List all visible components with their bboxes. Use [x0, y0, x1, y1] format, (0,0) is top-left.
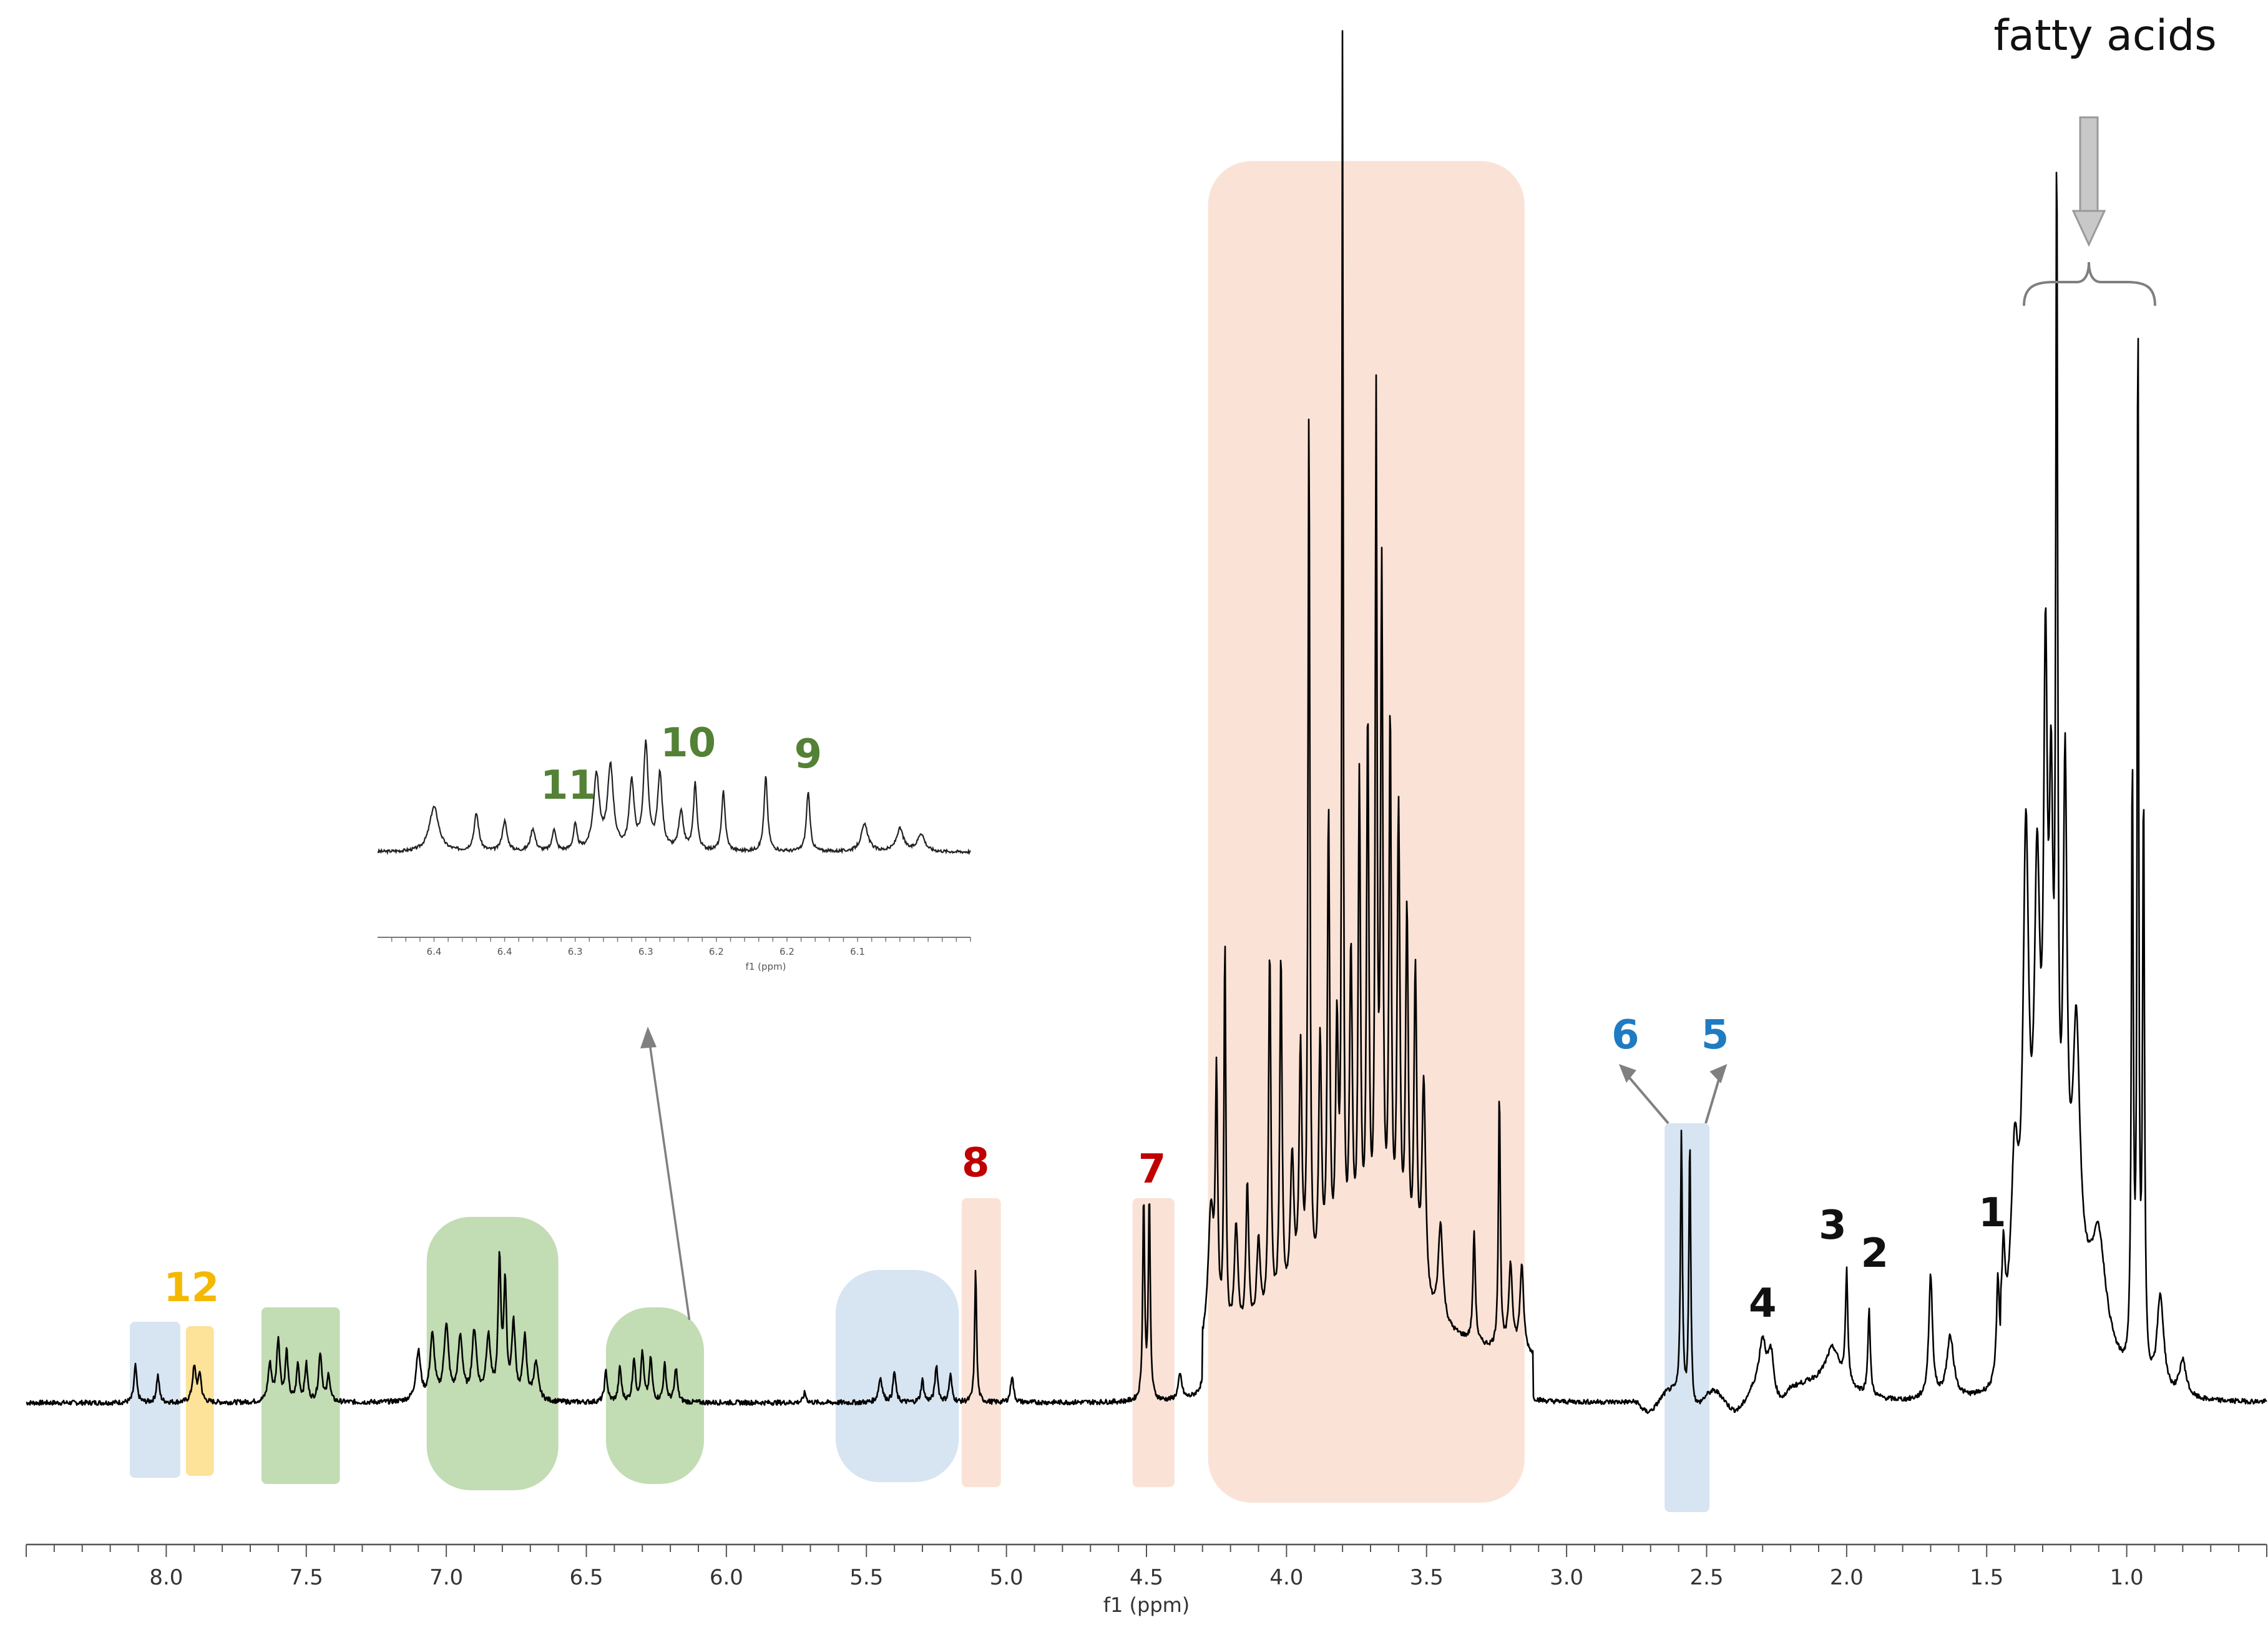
arrow-to-5	[1704, 1074, 1722, 1124]
inset-spectrum-line	[377, 739, 971, 856]
x-tick-label: 4.0	[1269, 1565, 1303, 1590]
shaded-region-0	[130, 1322, 180, 1478]
x-tick-label: 5.0	[990, 1565, 1024, 1590]
shaded-region-2	[261, 1307, 340, 1484]
peak-label-2: 2	[1860, 1231, 1889, 1277]
peak-label-7: 7	[1138, 1146, 1166, 1193]
x-tick-label: 6.0	[710, 1565, 743, 1590]
inset-tick-label: 6.3	[638, 946, 653, 957]
arrowhead-5	[1709, 1064, 1728, 1083]
shaded-region-7	[1132, 1198, 1175, 1487]
peak-label-5: 5	[1701, 1012, 1729, 1058]
inset-peak-label-10: 10	[660, 720, 716, 766]
x-tick-label: 1.5	[1970, 1565, 2003, 1590]
x-tick-label: 2.5	[1689, 1565, 1723, 1590]
x-tick-label: 1.0	[2110, 1565, 2144, 1590]
inset-spectrum: 6.4 6.4 6.3 6.3 6.2 6.2 6.1 f1 (ppm) 11 10 9	[377, 720, 971, 972]
fatty-acids-arrow-shaft	[2079, 116, 2099, 212]
inset-tick-label: 6.2	[709, 946, 724, 957]
shaded-region-3	[426, 1217, 559, 1490]
peak-label-1: 1	[1978, 1190, 2006, 1236]
x-tick-label: 2.0	[1830, 1565, 1864, 1590]
x-axis: 8.0 7.5 7.0 6.5 6.0 5.5 5.0 4.5 4.0 3.5 3.0 2.5 2.0 1…	[26, 1543, 2267, 1617]
fatty-acids-brace	[2023, 261, 2156, 306]
spectrum-line	[26, 30, 2267, 1414]
x-tick-label: 7.0	[429, 1565, 463, 1590]
inset-peak-label-11: 11	[540, 763, 596, 809]
arrowhead-inset	[640, 1027, 657, 1048]
inset-tick-label: 6.4	[427, 946, 442, 957]
x-tick-label: 7.5	[290, 1565, 323, 1590]
arrow-to-6	[1625, 1072, 1669, 1125]
inset-tick-label: 6.1	[850, 946, 865, 957]
x-tick-label: 3.5	[1410, 1565, 1444, 1590]
inset-tick-label: 6.4	[497, 946, 512, 957]
arrowhead-6	[1618, 1064, 1636, 1083]
inset-tick-label: 6.2	[780, 946, 794, 957]
x-tick-label: 8.0	[149, 1565, 183, 1590]
shaded-region-1	[185, 1326, 214, 1476]
shaded-region-6	[961, 1198, 1001, 1487]
fatty-acids-label: fatty acids	[1993, 11, 2216, 61]
x-tick-label: 5.5	[849, 1565, 883, 1590]
x-tick-label: 4.5	[1130, 1565, 1163, 1590]
peak-label-12: 12	[164, 1265, 219, 1311]
fatty-acids-callout: fatty acids	[1993, 11, 2217, 306]
shaded-region-9	[1664, 1123, 1709, 1512]
peak-label-3: 3	[1819, 1203, 1847, 1249]
inset-peak-label-9: 9	[794, 731, 823, 778]
peak-label-8: 8	[962, 1140, 990, 1186]
inset-x-axis-title: f1 (ppm)	[746, 961, 786, 972]
x-tick-label: 6.5	[569, 1565, 603, 1590]
peak-label-6: 6	[1611, 1012, 1640, 1058]
fatty-acids-arrow-head	[2071, 210, 2106, 247]
arrow-to-inset	[648, 1038, 691, 1320]
x-tick-label: 3.0	[1550, 1565, 1583, 1590]
shaded-region-5	[835, 1270, 959, 1482]
x-axis-title: f1 (ppm)	[1103, 1593, 1190, 1617]
peak-label-4: 4	[1749, 1281, 1777, 1327]
inset-tick-label: 6.3	[568, 946, 583, 957]
